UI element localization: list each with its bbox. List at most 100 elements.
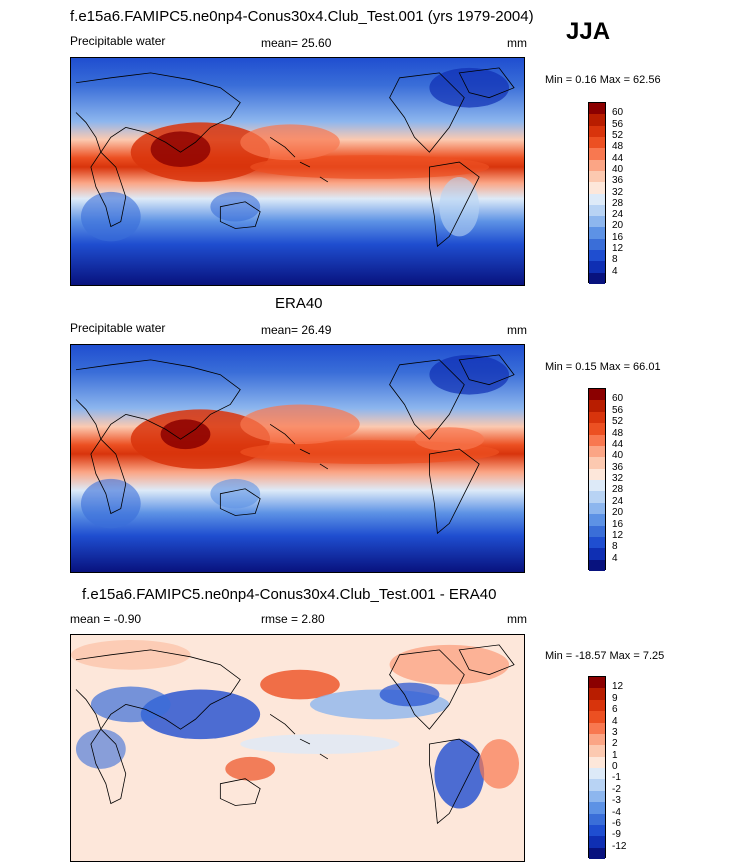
panel2-title: ERA40 — [275, 295, 323, 312]
colorbar-tick-label: 44 — [612, 152, 624, 164]
colorbar-tick-label: 2 — [612, 738, 618, 750]
colorbar-segment — [589, 457, 605, 469]
colorbar-tick-label: 12 — [612, 529, 624, 541]
colorbar-tick-label: 32 — [612, 186, 624, 198]
colorbar-tick-label: 56 — [612, 404, 624, 416]
colorbar-segment — [589, 756, 605, 768]
colorbar-segment — [589, 802, 605, 814]
colorbar-tick-label: 3 — [612, 726, 618, 738]
colorbar-tick-label: 60 — [612, 393, 624, 405]
panel3-minmax: Min = -18.57 Max = 7.25 — [545, 650, 665, 662]
colorbar-segment — [589, 768, 605, 780]
colorbar-segment — [589, 136, 605, 149]
colorbar-tick-label: 4 — [612, 552, 618, 564]
colorbar-tick-label: 8 — [612, 541, 618, 553]
colorbar-tick-label: -4 — [612, 806, 621, 818]
colorbar-segment — [589, 525, 605, 537]
colorbar-segment — [589, 699, 605, 712]
colorbar-tick-label: 24 — [612, 495, 624, 507]
colorbar-segment — [589, 227, 605, 239]
colorbar-segment — [589, 159, 605, 171]
panel3-units: mm — [507, 612, 527, 626]
colorbar-tick-label: 32 — [612, 473, 624, 484]
colorbar-segment — [589, 434, 605, 446]
colorbar-segment — [589, 790, 605, 803]
colorbar-segment — [589, 514, 605, 526]
colorbar-tick-label: -1 — [612, 772, 621, 784]
colorbar-tick-label: 20 — [612, 507, 624, 519]
colorbar-segment — [589, 170, 605, 183]
panel3-colorbar — [588, 676, 606, 859]
colorbar-segment — [589, 813, 605, 825]
colorbar-segment — [589, 445, 605, 458]
colorbar-tick-label: 48 — [612, 427, 624, 439]
colorbar-segment — [589, 836, 605, 848]
colorbar-segment — [589, 502, 605, 515]
colorbar-tick-label: 48 — [612, 141, 624, 153]
colorbar-tick-label: 40 — [612, 163, 624, 175]
colorbar-segment — [589, 548, 605, 560]
colorbar-tick-label: 28 — [612, 484, 624, 496]
colorbar-tick-label: 9 — [612, 692, 618, 704]
panel1-minmax: Min = 0.16 Max = 62.56 — [545, 74, 661, 86]
colorbar-segment — [589, 779, 605, 791]
colorbar-segment — [589, 261, 605, 273]
panel1-mean: mean= 25.60 — [261, 36, 332, 50]
colorbar-segment — [589, 711, 605, 723]
colorbar-segment — [589, 148, 605, 160]
colorbar-tick-label: 12 — [612, 681, 624, 693]
colorbar-tick-label: 6 — [612, 704, 618, 716]
colorbar-tick-label: -3 — [612, 795, 621, 807]
colorbar-tick-label: 4 — [612, 265, 618, 277]
colorbar-tick-label: -6 — [612, 817, 621, 829]
panel2-minmax: Min = 0.15 Max = 66.01 — [545, 361, 661, 373]
season-label: JJA — [566, 18, 611, 45]
panel3-rmse: rmse = 2.80 — [261, 612, 325, 626]
panel2-map — [70, 344, 525, 573]
colorbar-tick-label: -12 — [612, 840, 627, 852]
colorbar-segment — [589, 389, 605, 401]
colorbar-segment — [589, 847, 605, 859]
colorbar-segment — [589, 250, 605, 262]
colorbar-tick-label: -9 — [612, 829, 621, 841]
colorbar-segment — [589, 688, 605, 700]
colorbar-segment — [589, 182, 605, 194]
colorbar-tick-label: 16 — [612, 231, 624, 243]
panel3-mean: mean = -0.90 — [70, 612, 142, 626]
colorbar-tick-label: 16 — [612, 518, 624, 530]
colorbar-tick-label: 40 — [612, 450, 624, 462]
colorbar-segment — [589, 114, 605, 126]
colorbar-tick-label: 8 — [612, 254, 618, 266]
colorbar-segment — [589, 722, 605, 734]
colorbar-tick-label: 56 — [612, 118, 624, 130]
colorbar-tick-label: 12 — [612, 243, 624, 255]
colorbar-segment — [589, 423, 605, 435]
panel1-variable: Precipitable water — [70, 34, 166, 48]
colorbar-tick-label: -2 — [612, 783, 621, 795]
colorbar-tick-label: 1 — [612, 749, 618, 761]
colorbar-tick-label: 20 — [612, 220, 624, 232]
colorbar-segment — [589, 238, 605, 251]
colorbar-segment — [589, 193, 605, 205]
colorbar-tick-label: 36 — [612, 175, 624, 187]
colorbar-segment — [589, 400, 605, 412]
colorbar-segment — [589, 480, 605, 492]
colorbar-tick-label: 0 — [612, 761, 618, 772]
panel2-variable: Precipitable water — [70, 321, 166, 335]
colorbar-tick-label: 36 — [612, 461, 624, 473]
colorbar-tick-label: 24 — [612, 209, 624, 221]
colorbar-tick-label: 60 — [612, 107, 624, 119]
panel3-map — [70, 634, 525, 862]
colorbar-segment — [589, 536, 605, 549]
colorbar-segment — [589, 216, 605, 228]
colorbar-segment — [589, 559, 605, 571]
colorbar-segment — [589, 491, 605, 503]
colorbar-tick-label: 44 — [612, 438, 624, 450]
panel2-colorbar — [588, 388, 606, 571]
colorbar-segment — [589, 733, 605, 746]
colorbar-segment — [589, 272, 605, 284]
panel1-map — [70, 57, 525, 286]
panel1-units: mm — [507, 36, 527, 50]
colorbar-segment — [589, 125, 605, 137]
colorbar-segment — [589, 677, 605, 689]
